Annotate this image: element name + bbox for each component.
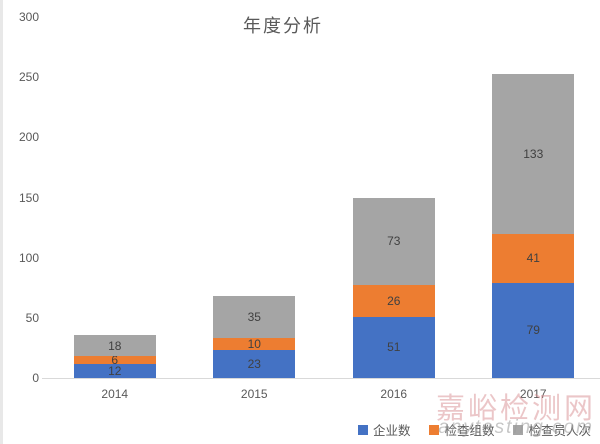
x-axis-category-label: 2017 (519, 387, 547, 401)
bar-value-label: 6 (111, 352, 119, 367)
legend-item: 企业数 (357, 420, 411, 439)
bar-value-label: 18 (108, 338, 122, 353)
legend-swatch-icon (513, 424, 524, 435)
bar-value-label: 133 (523, 146, 544, 161)
y-axis-tick-label: 300 (18, 10, 39, 24)
legend: 企业数 检查组数 检查员人次 (357, 420, 591, 439)
bar-value-label: 51 (387, 340, 401, 355)
y-axis-tick-label: 250 (18, 70, 39, 85)
y-axis-tick-label: 0 (32, 371, 39, 385)
legend-swatch-icon (429, 424, 440, 435)
bar-segment: 35 (213, 296, 296, 339)
bar-segment: 73 (352, 197, 435, 286)
bar-value-label: 35 (247, 310, 261, 325)
bar-value-label: 73 (387, 234, 401, 249)
x-axis-category-label: 2014 (101, 387, 129, 401)
bar-segment: 10 (213, 337, 296, 352)
bar-segment: 26 (352, 285, 435, 317)
legend-item: 检查组数 (429, 420, 494, 439)
y-axis-tick-label: 100 (18, 250, 39, 265)
x-axis-line (42, 378, 600, 379)
legend-label: 检查员人次 (528, 424, 591, 438)
bar-value-label: 23 (247, 357, 261, 372)
y-axis-tick-label: 150 (18, 190, 39, 205)
y-axis-tick-label: 200 (18, 130, 39, 145)
bar-value-label: 41 (526, 251, 540, 266)
bar-segment: 18 (73, 334, 156, 357)
bar-segment: 23 (213, 350, 296, 378)
chart-title: 年度分析 (243, 16, 323, 36)
bar-value-label: 12 (108, 363, 122, 378)
legend-label: 企业数 (372, 424, 411, 438)
bar-value-label: 79 (526, 323, 540, 338)
bar-segment: 133 (492, 73, 575, 234)
legend-swatch-icon (357, 424, 368, 435)
bar-segment: 51 (352, 316, 435, 378)
bar-segment: 41 (492, 233, 575, 283)
bar-segment: 79 (492, 282, 575, 378)
bar-segment: 12 (73, 363, 156, 378)
bar-value-label: 26 (387, 293, 401, 308)
x-axis-category-label: 2015 (240, 387, 268, 401)
y-axis-tick-label: 50 (25, 310, 39, 325)
x-axis-category-label: 2016 (380, 387, 408, 401)
bar-segment: 6 (73, 352, 156, 367)
legend-item: 检查员人次 (513, 420, 591, 439)
bar-value-label: 10 (247, 337, 261, 352)
legend-label: 检查组数 (444, 424, 495, 438)
